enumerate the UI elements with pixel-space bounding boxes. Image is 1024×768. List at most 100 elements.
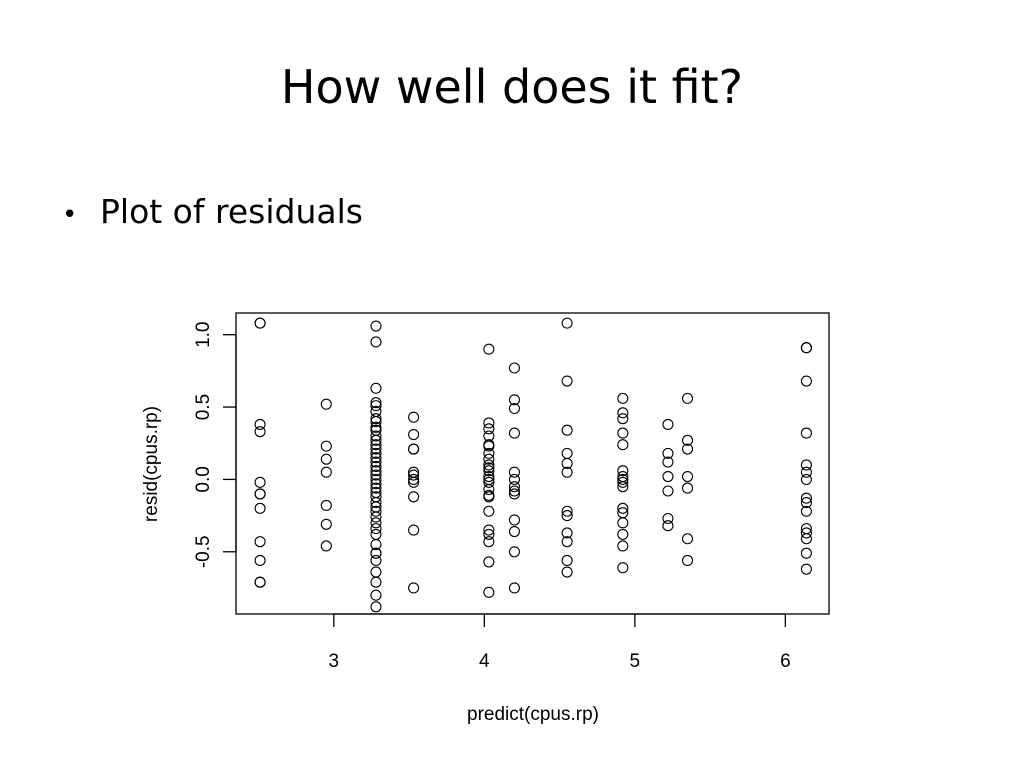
data-point <box>800 375 812 387</box>
bullet-dot: • <box>62 200 78 230</box>
data-point <box>617 392 629 404</box>
data-point <box>320 499 332 512</box>
data-point <box>800 459 812 471</box>
data-point <box>370 473 382 485</box>
data-point <box>370 547 382 559</box>
data-point <box>561 566 573 578</box>
data-point <box>370 430 382 442</box>
data-point <box>254 536 266 548</box>
data-point <box>370 469 382 481</box>
data-point <box>483 465 495 477</box>
x-axis-label: predict(cpus.rp) <box>467 704 599 725</box>
x-tick-label: 5 <box>630 651 641 672</box>
data-point <box>408 429 420 441</box>
data-point <box>408 411 420 423</box>
bullet-item: • Plot of residuals <box>62 192 363 232</box>
data-point <box>254 554 266 567</box>
data-point <box>370 478 382 490</box>
data-point <box>483 417 495 429</box>
data-point <box>662 485 674 497</box>
data-point <box>370 538 382 551</box>
data-point <box>370 554 382 567</box>
data-point <box>408 524 420 536</box>
data-point <box>370 460 382 472</box>
data-point <box>370 601 382 613</box>
y-tick-label: -0.5 <box>193 535 214 568</box>
data-point <box>370 465 382 477</box>
data-point <box>681 482 694 494</box>
y-tick-label: 1.0 <box>193 321 214 347</box>
data-point <box>254 317 266 329</box>
data-point <box>370 439 382 451</box>
data-point <box>370 320 382 332</box>
data-point <box>617 413 629 425</box>
x-tick-label: 3 <box>329 651 340 672</box>
data-point <box>800 533 812 545</box>
data-point <box>561 527 573 539</box>
data-point <box>508 402 520 415</box>
data-point <box>561 466 573 478</box>
data-point <box>370 452 382 464</box>
data-point <box>681 443 694 455</box>
data-point <box>508 514 520 526</box>
data-point <box>662 512 674 525</box>
x-axis: 3 4 5 6 <box>329 613 791 672</box>
data-point <box>617 507 629 519</box>
data-point <box>508 466 520 478</box>
bullet-text: Plot of residuals <box>100 192 363 231</box>
data-point <box>408 476 420 488</box>
data-point <box>408 582 420 594</box>
y-tick-label: 0.5 <box>193 394 214 420</box>
data-point <box>483 586 495 598</box>
data-point <box>370 511 382 523</box>
data-point <box>617 439 629 451</box>
data-point <box>617 540 629 552</box>
data-point <box>483 470 495 483</box>
data-point <box>370 576 382 588</box>
data-point <box>370 397 382 409</box>
data-point <box>800 505 812 517</box>
data-point <box>370 589 382 601</box>
data-point <box>800 497 812 509</box>
data-point <box>617 481 629 493</box>
data-point <box>483 423 495 435</box>
data-point <box>408 473 420 485</box>
data-point <box>617 427 629 439</box>
data-point <box>370 482 382 494</box>
data-point <box>320 440 332 452</box>
data-point <box>617 528 629 540</box>
data-point <box>800 527 812 539</box>
data-point <box>370 421 382 433</box>
data-point <box>483 536 495 548</box>
data-point <box>370 523 382 535</box>
data-point <box>254 418 266 430</box>
data-point <box>370 413 382 425</box>
data-point <box>617 517 629 529</box>
data-point <box>561 457 573 470</box>
data-point <box>800 466 812 478</box>
data-point <box>370 400 382 412</box>
data-point <box>320 453 332 465</box>
data-point <box>617 502 629 514</box>
data-point <box>370 447 382 459</box>
data-point <box>320 398 332 410</box>
data-point <box>483 505 495 517</box>
data-point <box>254 576 266 588</box>
data-point <box>800 563 812 575</box>
data-point <box>254 488 266 500</box>
data-point <box>508 525 520 538</box>
data-point <box>370 505 382 517</box>
data-point <box>370 434 382 446</box>
data-point <box>370 336 382 348</box>
data-point <box>662 470 674 483</box>
data-point <box>370 382 382 394</box>
data-point <box>561 510 573 522</box>
data-point <box>508 394 520 406</box>
y-axis-label: resid(cpus.rp) <box>141 406 162 522</box>
data-point <box>483 524 495 536</box>
data-point <box>561 505 573 517</box>
data-point <box>483 440 495 452</box>
data-point <box>561 424 573 436</box>
data-point <box>483 462 495 474</box>
data-point <box>508 473 520 485</box>
